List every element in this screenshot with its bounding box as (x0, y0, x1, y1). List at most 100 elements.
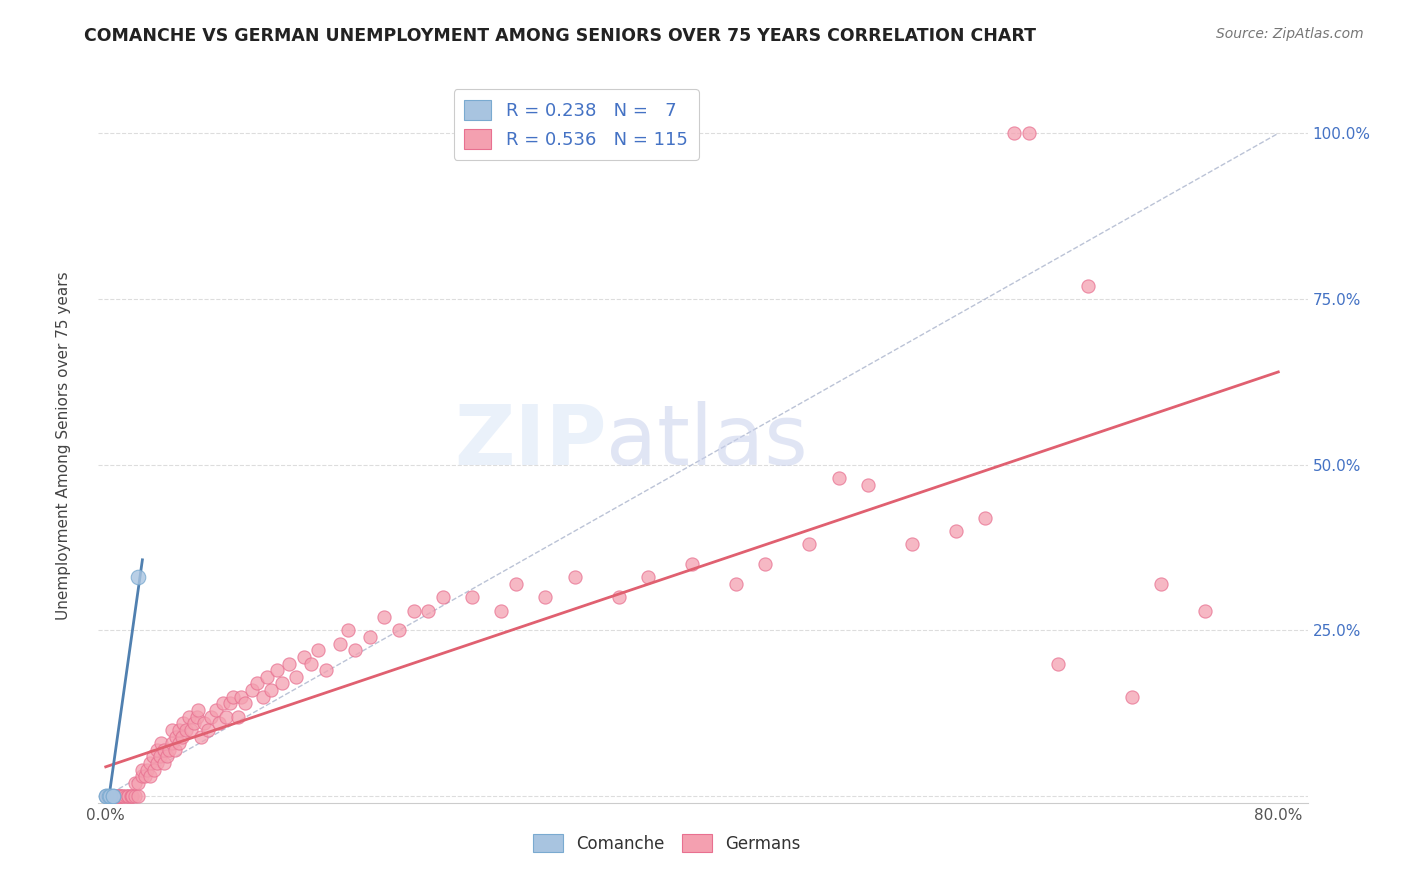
Point (754, 557, 776, 571)
Point (127, 570, 149, 584)
Point (229, 690, 252, 704)
Point (94, 789, 117, 804)
Point (212, 697, 235, 711)
Point (117, 789, 139, 804)
Point (94, 789, 117, 804)
Point (187, 703, 209, 717)
Point (1121, 690, 1143, 704)
Point (150, 736, 173, 750)
Point (146, 743, 169, 757)
Point (165, 730, 187, 744)
Point (402, 603, 425, 617)
Point (94, 789, 117, 804)
Point (98, 789, 121, 804)
Point (1194, 603, 1216, 617)
Point (299, 657, 322, 671)
Point (121, 789, 143, 804)
Text: Unemployment Among Seniors over 75 years: Unemployment Among Seniors over 75 years (56, 272, 70, 620)
Point (131, 769, 153, 783)
Point (292, 650, 315, 665)
Point (219, 697, 242, 711)
Point (204, 703, 226, 717)
Point (266, 663, 288, 677)
Point (1004, 126, 1026, 140)
Point (190, 730, 212, 744)
Point (101, 789, 124, 804)
Point (329, 637, 352, 651)
Point (215, 709, 238, 723)
Text: atlas: atlas (606, 401, 808, 482)
Point (343, 643, 366, 657)
Point (134, 769, 156, 783)
Point (193, 716, 215, 731)
Point (124, 789, 146, 804)
Point (101, 789, 124, 804)
Point (505, 577, 527, 591)
Point (233, 697, 256, 711)
Point (176, 723, 198, 737)
Point (945, 524, 967, 538)
Point (153, 756, 176, 770)
Point (115, 789, 138, 804)
Point (799, 537, 821, 551)
Point (131, 763, 153, 777)
Point (432, 591, 454, 605)
Point (156, 749, 179, 764)
Point (564, 570, 586, 584)
Point (197, 723, 219, 737)
Point (157, 743, 180, 757)
Point (607, 591, 630, 605)
Point (163, 743, 186, 757)
Point (112, 789, 135, 804)
Point (246, 676, 269, 690)
Legend: Comanche, Germans: Comanche, Germans (526, 828, 807, 860)
Point (307, 643, 329, 657)
Point (124, 776, 146, 790)
Point (97, 789, 120, 804)
Point (974, 510, 997, 524)
Point (121, 789, 143, 804)
Point (856, 477, 879, 491)
Point (94, 789, 117, 804)
Point (117, 789, 139, 804)
Point (94, 789, 117, 804)
Point (101, 789, 124, 804)
Point (94, 789, 117, 804)
Point (461, 591, 484, 605)
Point (252, 690, 274, 704)
Point (278, 657, 301, 671)
Point (172, 716, 194, 731)
Point (110, 789, 132, 804)
Point (1047, 657, 1070, 671)
Point (637, 570, 659, 584)
Point (142, 749, 165, 764)
Text: ZIP: ZIP (454, 401, 606, 482)
Point (138, 769, 160, 783)
Point (153, 743, 176, 757)
Point (200, 709, 222, 723)
Point (127, 789, 149, 804)
Point (107, 789, 129, 804)
Point (681, 557, 703, 571)
Point (491, 603, 513, 617)
Point (160, 736, 183, 750)
Point (315, 663, 337, 677)
Point (183, 716, 205, 731)
Point (127, 776, 149, 790)
Point (143, 763, 166, 777)
Point (94, 789, 117, 804)
Point (98, 789, 121, 804)
Point (94, 789, 117, 804)
Point (94, 789, 117, 804)
Point (222, 690, 245, 704)
Point (120, 789, 142, 804)
Point (1150, 577, 1173, 591)
Point (901, 537, 924, 551)
Text: COMANCHE VS GERMAN UNEMPLOYMENT AMONG SENIORS OVER 75 YEARS CORRELATION CHART: COMANCHE VS GERMAN UNEMPLOYMENT AMONG SE… (84, 27, 1036, 45)
Point (112, 789, 135, 804)
Point (270, 676, 292, 690)
Point (1077, 278, 1099, 293)
Point (179, 709, 201, 723)
Point (101, 789, 124, 804)
Point (180, 723, 202, 737)
